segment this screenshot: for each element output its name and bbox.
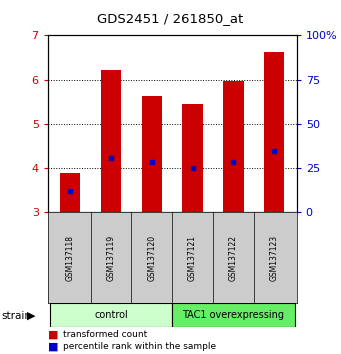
Bar [182, 104, 203, 212]
Text: transformed count: transformed count [63, 330, 147, 339]
Text: ■: ■ [48, 341, 58, 351]
Text: ▶: ▶ [28, 311, 36, 321]
Text: strain: strain [2, 311, 32, 321]
Text: GSM137121: GSM137121 [188, 235, 197, 280]
Bar [264, 52, 284, 212]
Bar [172, 303, 295, 327]
Bar [50, 303, 172, 327]
Text: GSM137120: GSM137120 [147, 234, 156, 281]
Text: percentile rank within the sample: percentile rank within the sample [63, 342, 216, 351]
Text: GSM137119: GSM137119 [106, 234, 116, 281]
Bar [223, 81, 243, 212]
Text: GSM137122: GSM137122 [229, 235, 238, 280]
Text: ■: ■ [48, 330, 58, 339]
Text: GSM137118: GSM137118 [66, 235, 75, 280]
Text: GSM137123: GSM137123 [270, 234, 279, 281]
Text: TAC1 overexpressing: TAC1 overexpressing [182, 310, 284, 320]
Bar [142, 96, 162, 212]
Bar [101, 70, 121, 212]
Text: GDS2451 / 261850_at: GDS2451 / 261850_at [98, 12, 243, 25]
Bar [60, 173, 80, 212]
Text: control: control [94, 310, 128, 320]
